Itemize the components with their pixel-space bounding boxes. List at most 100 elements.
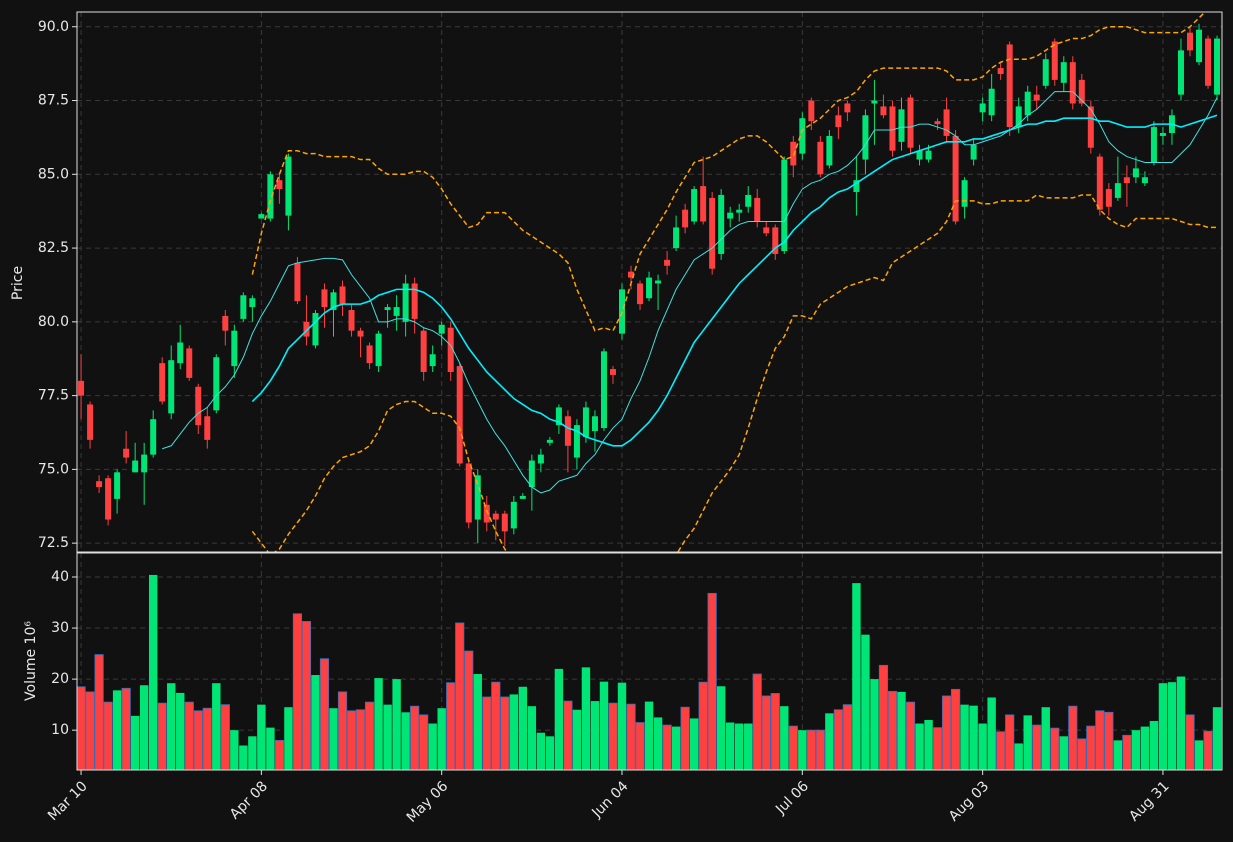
candle-body xyxy=(736,209,743,213)
volume-bar xyxy=(176,692,185,770)
volume-bar xyxy=(85,691,95,771)
volume-bar xyxy=(680,706,690,771)
indicator-line xyxy=(251,12,1207,332)
volume-bar xyxy=(1095,710,1105,771)
candle-body xyxy=(168,360,175,414)
volume-bar xyxy=(806,729,816,771)
volume-bar xyxy=(1068,705,1078,771)
volume-bar xyxy=(707,592,717,771)
y-tick-label: 20 xyxy=(51,671,69,687)
candle-body xyxy=(195,386,202,426)
candle-body xyxy=(438,324,445,334)
candle-body xyxy=(619,289,626,334)
candle-body xyxy=(1006,44,1013,128)
volume-bar xyxy=(626,703,636,771)
candle-body xyxy=(582,407,589,437)
candle-body xyxy=(141,454,148,473)
volume-bar xyxy=(554,668,564,770)
candle-body xyxy=(781,159,788,252)
candle-body xyxy=(528,460,535,488)
candle-body xyxy=(501,513,508,532)
candle-body xyxy=(1015,106,1022,128)
volume-bar xyxy=(815,729,825,771)
candle-body xyxy=(303,321,310,337)
volume-bar xyxy=(1005,714,1015,771)
candle-body xyxy=(330,292,337,311)
y-tick-label: 85.0 xyxy=(38,166,69,182)
candle-body xyxy=(429,354,436,367)
candle-body xyxy=(600,351,607,429)
volume-bar xyxy=(662,724,672,771)
candle-body xyxy=(537,454,544,464)
volume-bar xyxy=(76,686,86,771)
volume-bar xyxy=(1122,734,1132,771)
volume-bar xyxy=(167,683,176,770)
candle-body xyxy=(979,103,986,113)
candle-body xyxy=(718,194,725,254)
candle-body xyxy=(402,283,409,322)
volume-bar xyxy=(987,697,996,770)
volume-bar xyxy=(1158,683,1168,770)
volume-bar xyxy=(752,673,762,771)
volume-bar xyxy=(202,707,212,771)
price-axis-label: Price xyxy=(10,266,26,300)
volume-bar xyxy=(545,736,555,770)
volume-bar xyxy=(437,708,446,770)
candle-body xyxy=(799,118,806,154)
volume-bar xyxy=(157,702,167,771)
volume-bar xyxy=(825,713,834,770)
volume-bar xyxy=(563,700,573,771)
volume-bar xyxy=(346,710,357,771)
candle-body xyxy=(96,481,103,488)
volume-bar xyxy=(788,725,798,771)
candle-body xyxy=(637,283,644,305)
volume-bar xyxy=(248,736,257,770)
y-tick-label: 30 xyxy=(51,620,69,636)
candle-body xyxy=(1196,29,1203,63)
candle-body xyxy=(546,439,553,443)
volume-bar xyxy=(410,705,420,771)
candle-body xyxy=(123,448,130,458)
y-tick-label: 87.5 xyxy=(38,93,69,109)
volume-bar xyxy=(725,722,735,770)
candle-body xyxy=(339,286,346,305)
candle-body xyxy=(754,197,761,222)
volume-bar xyxy=(464,650,474,771)
volume-bar xyxy=(644,701,654,770)
candle-body xyxy=(664,259,671,266)
volume-bar xyxy=(500,696,510,771)
candle-body xyxy=(1024,91,1031,116)
candle-body xyxy=(276,180,283,190)
candle-body xyxy=(555,407,562,426)
volume-bar xyxy=(780,706,789,770)
volume-bar xyxy=(419,714,429,771)
candle-body xyxy=(483,504,490,523)
volume-bar xyxy=(482,696,492,771)
candle-body xyxy=(970,144,977,160)
volume-axis-label: Volume 10⁶ xyxy=(23,621,39,701)
candle-body xyxy=(745,194,752,207)
volume-bar xyxy=(924,719,933,770)
indicator-lines xyxy=(162,12,1218,552)
candle-body xyxy=(285,156,292,216)
volume-bar xyxy=(94,654,104,771)
volume-bar xyxy=(184,701,194,771)
candle-body xyxy=(456,366,463,464)
candle-body xyxy=(889,106,896,151)
candle-body xyxy=(1141,177,1148,184)
candle-body xyxy=(808,100,815,122)
volume-bar xyxy=(311,675,320,770)
volume-bar xyxy=(148,574,158,770)
volume-bar xyxy=(861,634,870,770)
candle-body xyxy=(267,174,274,219)
candle-body xyxy=(763,227,770,234)
volume-bar xyxy=(491,681,501,771)
volume-bar xyxy=(590,701,600,770)
volume-bar xyxy=(455,622,465,771)
candle-body xyxy=(240,295,247,319)
candle-body xyxy=(420,330,427,372)
volume-bar xyxy=(239,745,248,770)
candle-body xyxy=(204,416,211,440)
candle-body xyxy=(375,333,382,367)
volume-bar xyxy=(374,678,383,770)
